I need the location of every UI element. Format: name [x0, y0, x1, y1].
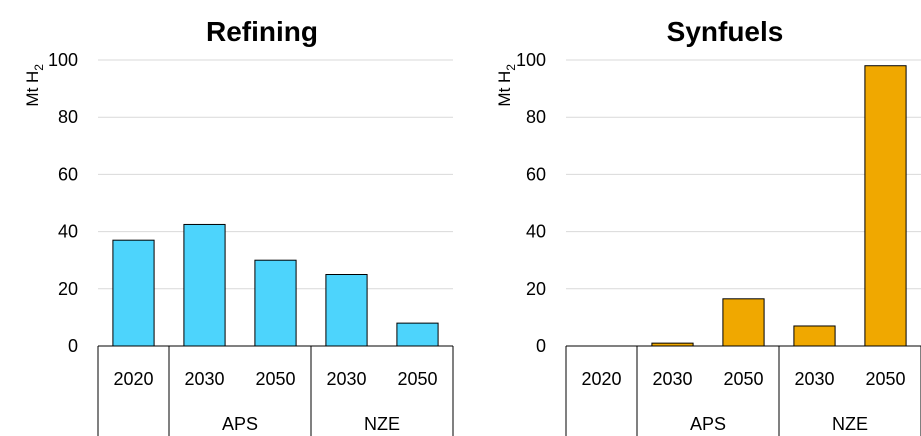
synfuels-category-label: 2020: [581, 369, 621, 389]
synfuels-y-tick-label: 100: [516, 50, 546, 70]
refining-y-tick-label: 100: [48, 50, 78, 70]
synfuels-bar: [864, 65, 907, 347]
refining-bar: [396, 322, 439, 347]
refining-y-axis-label: Mt H2: [23, 64, 46, 107]
synfuels-bar: [793, 325, 836, 347]
synfuels-y-tick-label: 60: [526, 164, 546, 184]
synfuels-category-label: 2030: [652, 369, 692, 389]
refining-group-label: APS: [222, 414, 258, 434]
refining-category-label: 2030: [184, 369, 224, 389]
refining-bar: [254, 259, 297, 347]
synfuels-y-tick-label: 80: [526, 107, 546, 127]
refining-y-tick-label: 60: [58, 164, 78, 184]
refining-category-label: 2020: [113, 369, 153, 389]
refining-bar: [112, 239, 155, 347]
refining-category-label: 2050: [255, 369, 295, 389]
synfuels-chart-title: Synfuels: [667, 16, 784, 47]
refining-y-tick-label: 80: [58, 107, 78, 127]
refining-category-label: 2050: [397, 369, 437, 389]
synfuels-category-label: 2030: [794, 369, 834, 389]
synfuels-group-label: APS: [690, 414, 726, 434]
synfuels-category-label: 2050: [865, 369, 905, 389]
refining-group-label: NZE: [364, 414, 400, 434]
refining-category-label: 2030: [326, 369, 366, 389]
synfuels-bar: [722, 298, 765, 347]
refining-y-tick-label: 20: [58, 279, 78, 299]
synfuels-category-label: 2050: [723, 369, 763, 389]
refining-y-tick-label: 40: [58, 222, 78, 242]
refining-y-tick-label: 0: [68, 336, 78, 356]
synfuels-y-tick-label: 40: [526, 222, 546, 242]
synfuels-group-label: NZE: [832, 414, 868, 434]
synfuels-y-tick-label: 0: [536, 336, 546, 356]
refining-bar: [325, 274, 368, 347]
synfuels-y-axis-label: Mt H2: [495, 64, 518, 107]
synfuels-y-tick-label: 20: [526, 279, 546, 299]
refining-bar: [183, 223, 226, 347]
refining-chart-title: Refining: [206, 16, 318, 47]
